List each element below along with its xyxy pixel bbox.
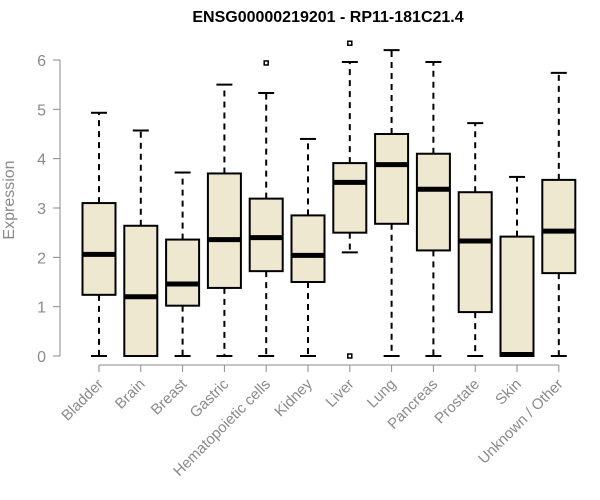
iqr-box bbox=[123, 224, 159, 357]
y-axis-label: Expression bbox=[1, 160, 18, 239]
y-tick-label: 0 bbox=[37, 349, 46, 366]
box-hematopoietic-cells bbox=[248, 60, 284, 357]
box-breast bbox=[165, 171, 201, 357]
iqr-box bbox=[206, 172, 242, 289]
x-tick-label: Prostate bbox=[431, 376, 483, 428]
box-liver bbox=[332, 40, 368, 359]
x-tick-label: Skin bbox=[492, 376, 525, 409]
box-lung bbox=[374, 49, 410, 357]
x-tick-label: Breast bbox=[148, 375, 191, 418]
chart-title: ENSG00000219201 - RP11-181C21.4 bbox=[192, 9, 463, 26]
x-tick-label: Liver bbox=[323, 376, 358, 411]
box-bladder bbox=[81, 111, 117, 357]
iqr-box bbox=[165, 238, 201, 307]
y-tick-label: 2 bbox=[37, 250, 46, 267]
y-tick-label: 3 bbox=[37, 201, 46, 218]
x-tick-label: Kidney bbox=[271, 375, 316, 420]
iqr-box bbox=[248, 197, 284, 273]
y-tick-label: 1 bbox=[37, 300, 46, 317]
iqr-box bbox=[457, 191, 493, 314]
outlier-point bbox=[263, 60, 269, 66]
box-prostate bbox=[457, 122, 493, 357]
outlier-point bbox=[347, 353, 353, 359]
iqr-box bbox=[415, 152, 451, 252]
iqr-box bbox=[290, 214, 326, 283]
y-tick-label: 5 bbox=[37, 102, 46, 119]
axes: 0 1 2 3 4 5 6 bbox=[37, 53, 559, 366]
x-tick-label: Brain bbox=[112, 376, 149, 413]
iqr-box bbox=[332, 162, 368, 234]
box-gastric bbox=[206, 83, 242, 357]
box-unknown-other bbox=[541, 71, 577, 357]
box-pancreas bbox=[415, 60, 451, 357]
iqr-box bbox=[81, 202, 117, 296]
y-tick-label: 6 bbox=[37, 53, 46, 70]
boxes bbox=[81, 40, 577, 359]
y-tick-label: 4 bbox=[37, 152, 46, 169]
box-skin bbox=[499, 175, 535, 358]
x-tick-label: Bladder bbox=[58, 376, 107, 425]
outlier-point bbox=[347, 40, 353, 46]
iqr-box bbox=[499, 235, 535, 357]
iqr-box bbox=[374, 133, 410, 225]
box-kidney bbox=[290, 137, 326, 357]
x-tick-label: Lung bbox=[364, 376, 400, 412]
box-brain bbox=[123, 129, 159, 357]
iqr-box bbox=[541, 178, 577, 275]
